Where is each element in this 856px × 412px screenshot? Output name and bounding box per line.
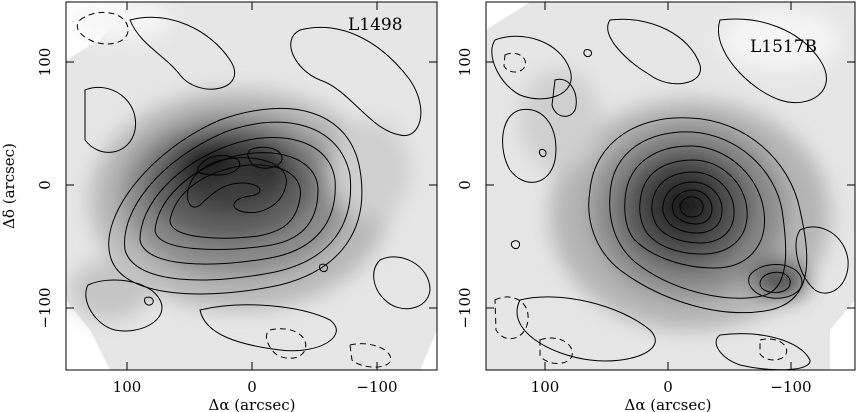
l1498-xtick-minus100: −100	[356, 378, 397, 396]
l1517b-xtick-minus100: −100	[770, 378, 811, 396]
l1498-ytick-0: 0	[36, 180, 54, 190]
l1517b-ytick-0: 0	[456, 180, 474, 190]
l1498-name: L1498	[348, 15, 403, 35]
l1498-ticks	[66, 2, 437, 370]
l1517b-xtick-100: 100	[531, 378, 560, 396]
l1517b-ticks	[486, 2, 855, 370]
l1517b-xlabel: Δα (arcsec)	[625, 396, 712, 412]
l1498-ytick-100: 100	[36, 48, 54, 77]
l1498-ytick-minus100: −100	[36, 287, 54, 328]
l1498-xtick-0: 0	[247, 378, 257, 396]
l1517b-frame	[485, 1, 856, 371]
l1498-xlabel: Δα (arcsec)	[209, 396, 296, 412]
l1517b-map	[486, 2, 855, 370]
panel-l1498: L1498 100 0 −100 100 0 −100 Δα (arcsec) …	[0, 1, 438, 412]
l1498-ylabel: Δδ (arcsec)	[0, 143, 18, 229]
l1498-xtick-100: 100	[113, 378, 142, 396]
l1517b-ytick-minus100: −100	[456, 287, 474, 328]
l1517b-name: L1517B	[750, 37, 817, 57]
panel-l1517b: L1517B 100 0 −100 100 0 −100 Δα (arcsec)	[456, 1, 856, 412]
l1517b-xtick-0: 0	[663, 378, 673, 396]
l1517b-ytick-100: 100	[456, 48, 474, 77]
l1498-map	[66, 2, 437, 370]
